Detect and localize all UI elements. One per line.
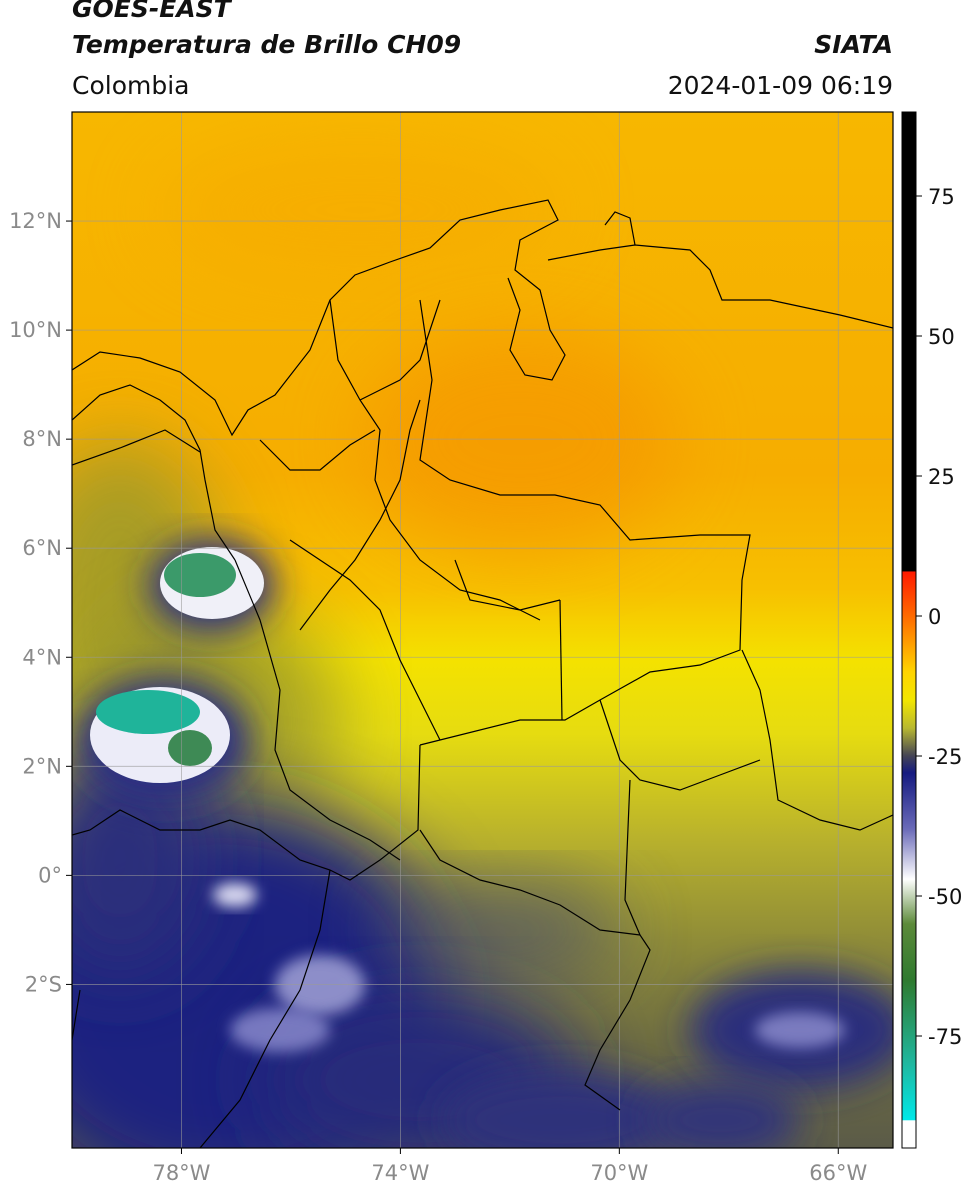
colorbar-tick-label: 0	[928, 605, 941, 629]
region-label: Colombia	[72, 71, 190, 100]
lat-tick-label: 10°N	[9, 318, 62, 342]
colorbar-tick-label: -25	[928, 745, 962, 769]
longitude-axis: 78°W 74°W 70°W 66°W	[152, 1148, 867, 1185]
lat-tick-label: 2°N	[22, 754, 62, 778]
datetime-label: 2024-01-09 06:19	[667, 71, 893, 100]
lon-tick-label: 78°W	[152, 1161, 210, 1185]
map-field	[72, 112, 893, 1148]
lon-tick-label: 70°W	[590, 1161, 648, 1185]
colorbar-tick-label: -50	[928, 885, 962, 909]
borders	[72, 199, 893, 1148]
lat-tick-label: 4°N	[22, 645, 62, 669]
map-frame	[71, 111, 894, 1149]
source-label: SIATA	[814, 30, 893, 59]
product-title: Temperatura de Brillo CH09	[72, 30, 462, 59]
lon-tick-label: 74°W	[371, 1161, 429, 1185]
colorbar-tick-label: 25	[928, 465, 955, 489]
graticule	[72, 112, 893, 1148]
lat-tick-label: 2°S	[25, 972, 62, 996]
latitude-axis: 12°N 10°N 8°N 6°N 4°N 2°N 0° 2°S	[9, 209, 72, 996]
colorbar-tick-label: 50	[928, 325, 955, 349]
lon-tick-label: 66°W	[809, 1161, 867, 1185]
lat-tick-label: 6°N	[22, 536, 62, 560]
lat-tick-label: 0°	[38, 863, 62, 887]
lat-tick-label: 8°N	[22, 427, 62, 451]
lat-tick-label: 12°N	[9, 209, 62, 233]
satellite-title: GOES-EAST	[72, 0, 231, 23]
colorbar: 75 50 25 0 -25 -50 -75	[901, 111, 962, 1149]
colorbar-tick-label: 75	[928, 185, 955, 209]
colorbar-tick-label: -75	[928, 1025, 962, 1049]
